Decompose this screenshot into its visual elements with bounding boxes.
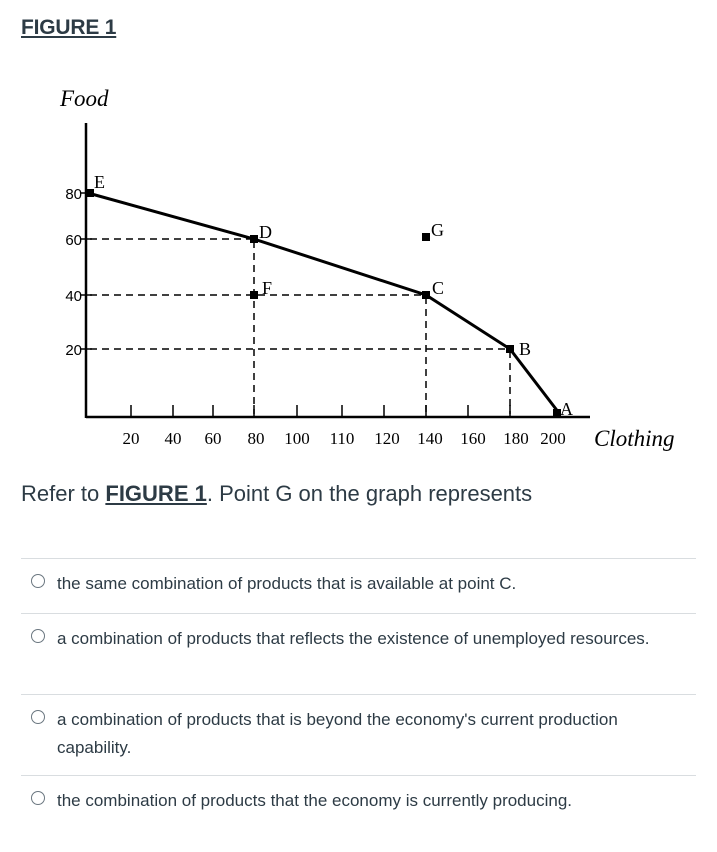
x-tick-40: 40 <box>165 429 182 448</box>
ppf-points <box>86 189 561 417</box>
x-tick-20: 20 <box>123 429 140 448</box>
question-text: Refer to FIGURE 1. Point G on the graph … <box>21 481 532 507</box>
y-tick-20: 20 <box>65 342 82 359</box>
point-c-label: C <box>432 278 444 298</box>
x-tick-100: 100 <box>284 429 310 448</box>
y-tick-80: 80 <box>65 186 82 203</box>
point-b-marker <box>506 345 514 353</box>
point-e-marker <box>86 189 94 197</box>
x-tick-200: 200 <box>540 429 566 448</box>
question-prefix: Refer to <box>21 481 106 506</box>
radio-button[interactable] <box>31 791 45 805</box>
x-axis-label: Clothing <box>594 426 675 451</box>
answer-label: the combination of products that the eco… <box>57 791 573 810</box>
answer-option-2[interactable]: a combination of products that reflects … <box>21 613 696 694</box>
x-tick-60: 60 <box>205 429 222 448</box>
y-tick-40: 40 <box>65 288 82 305</box>
x-tick-160: 160 <box>460 429 486 448</box>
point-g-marker <box>422 233 430 241</box>
point-a-label: A <box>560 399 573 419</box>
answer-label: a combination of products that reflects … <box>57 629 650 648</box>
answer-option-4[interactable]: the combination of products that the eco… <box>21 775 696 835</box>
x-tick-labels: 20 40 60 80 100 110 120 140 160 180 200 <box>123 429 566 448</box>
y-tick-60: 60 <box>65 232 82 249</box>
x-tick-80: 80 <box>248 429 265 448</box>
question-suffix: . Point G on the graph represents <box>206 481 533 506</box>
answer-option-1[interactable]: the same combination of products that is… <box>21 558 696 613</box>
answer-label: a combination of products that is beyond… <box>57 710 618 757</box>
ppf-chart: Food Clothing 80 60 40 20 20 40 60 <box>59 86 675 451</box>
x-tick-marks <box>130 405 511 417</box>
figure-reference-link[interactable]: FIGURE 1 <box>105 481 207 506</box>
radio-button[interactable] <box>31 574 45 588</box>
point-a-marker <box>553 409 561 417</box>
y-axis-label: Food <box>59 86 109 111</box>
point-d-label: D <box>259 222 272 242</box>
x-tick-180: 180 <box>503 429 529 448</box>
y-tick-labels: 80 60 40 20 <box>65 186 82 359</box>
point-e-label: E <box>94 172 105 192</box>
x-tick-120: 120 <box>374 429 400 448</box>
answer-label: the same combination of products that is… <box>57 574 517 593</box>
point-labels: E D F C B A G <box>94 172 573 419</box>
point-d-marker <box>250 235 258 243</box>
answer-option-3[interactable]: a combination of products that is beyond… <box>21 694 696 775</box>
radio-button[interactable] <box>31 629 45 643</box>
x-tick-140: 140 <box>417 429 443 448</box>
answer-list: the same combination of products that is… <box>21 558 696 835</box>
point-b-label: B <box>519 339 531 359</box>
point-c-marker <box>422 291 430 299</box>
x-tick-110: 110 <box>330 429 355 448</box>
point-f-marker <box>250 291 258 299</box>
radio-button[interactable] <box>31 710 45 724</box>
ppf-curve <box>87 191 561 414</box>
point-f-label: F <box>262 278 272 298</box>
point-g-label: G <box>431 220 444 240</box>
figure-title: FIGURE 1 <box>21 16 117 39</box>
